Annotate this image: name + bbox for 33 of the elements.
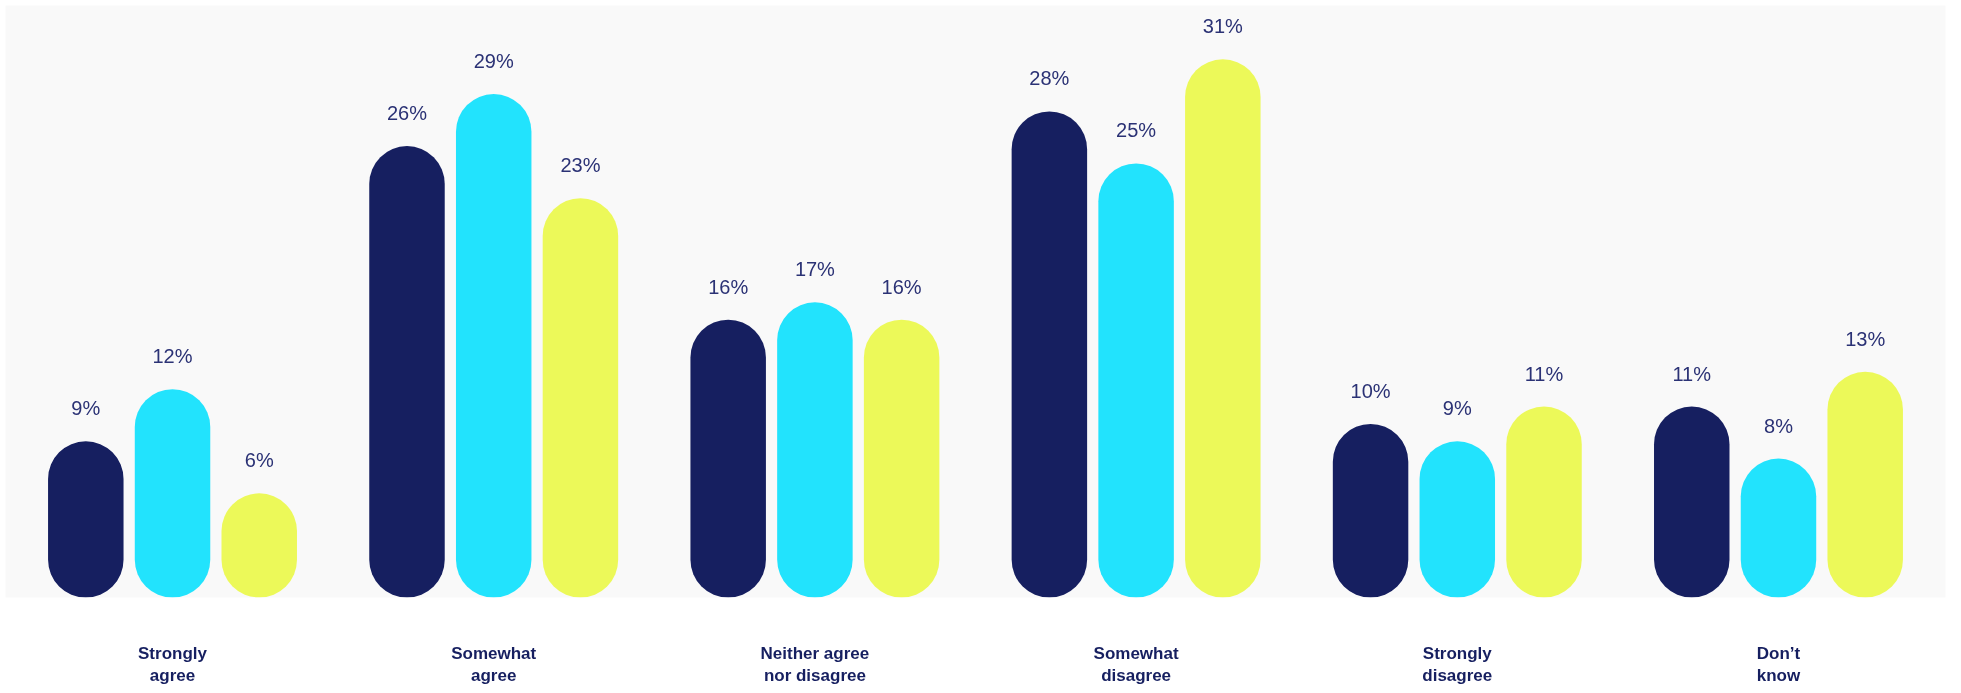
data-label: 31% (1202, 15, 1244, 38)
data-label: 28% (1029, 67, 1070, 90)
x-tick-label: Strongly agree (138, 643, 208, 686)
data-label: 26% (386, 102, 428, 125)
data-label: 6% (244, 449, 274, 472)
x-tick-label: Somewhat disagree (1093, 643, 1179, 686)
bar (455, 94, 532, 598)
bar (1011, 111, 1088, 598)
data-label: 12% (152, 345, 193, 368)
bar (863, 319, 940, 598)
x-tick-label: Don’t know (1756, 643, 1801, 686)
data-label: 17% (794, 258, 836, 281)
data-label: 9% (1442, 397, 1472, 420)
data-label: 10% (1350, 379, 1391, 402)
x-tick-label: Neither agree nor disagree (760, 643, 870, 686)
data-label: 11% (1524, 362, 1564, 385)
bar (1185, 59, 1261, 598)
data-label: 25% (1116, 119, 1157, 142)
x-tick-label: Somewhat agree (451, 643, 537, 686)
bar (1098, 163, 1174, 598)
data-label: 9% (71, 397, 101, 420)
data-label: 16% (881, 275, 922, 298)
data-label: 16% (708, 275, 749, 298)
data-label: 29% (473, 50, 514, 73)
data-label: 13% (1845, 327, 1886, 350)
data-label: 23% (560, 154, 601, 177)
bar (369, 146, 445, 598)
data-label: 11% (1672, 362, 1712, 385)
bar (777, 302, 853, 598)
x-tick-label: Strongly disagree (1422, 643, 1493, 686)
bar (542, 198, 619, 598)
bar (690, 319, 766, 598)
data-label: 8% (1764, 414, 1794, 437)
